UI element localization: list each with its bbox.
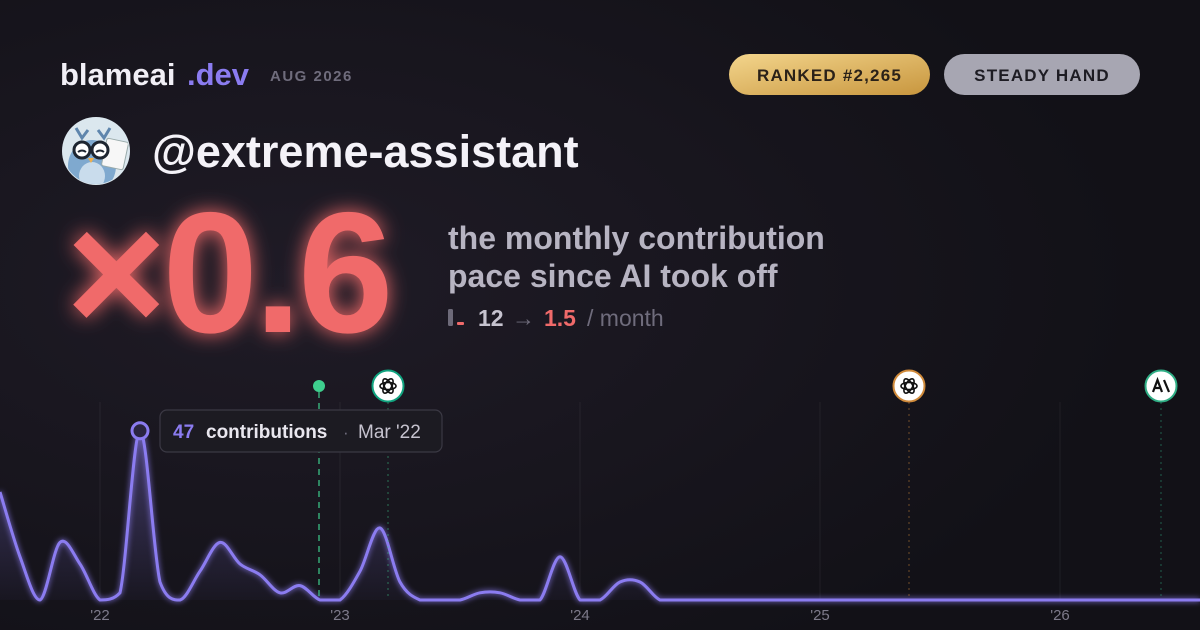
multiplier: ×0.6 xyxy=(66,177,390,369)
tooltip: 47 contributions · Mar '22 xyxy=(159,409,443,453)
pace-unit: / month xyxy=(587,305,664,331)
x-tick-label: '23 xyxy=(330,607,350,624)
pace-arrow: → xyxy=(512,305,535,331)
tooltip-date: Mar '22 xyxy=(358,422,421,443)
tooltip-separator: · xyxy=(343,423,349,442)
x-tick-label: '25 xyxy=(810,607,830,624)
handle: @extreme-assistant xyxy=(152,126,579,177)
x-tick-label: '24 xyxy=(570,607,590,624)
chart: '22 '23 '24 '25 '26 xyxy=(0,402,1200,624)
avatar xyxy=(62,117,130,185)
date: AUG 2026 xyxy=(270,68,353,85)
description-line: pace since AI took off xyxy=(448,258,778,294)
brand-suffix: .dev xyxy=(187,57,250,92)
style-badge-text: STEADY HAND xyxy=(974,66,1110,85)
style-badge xyxy=(944,54,1140,95)
rank-badge xyxy=(729,54,930,95)
rank-badge-text: RANKED #2,265 xyxy=(757,66,902,85)
event-markers xyxy=(313,369,1178,600)
brand: blameai xyxy=(60,57,175,92)
tooltip-label: contributions xyxy=(206,422,327,443)
pace-before: 12 xyxy=(478,305,504,331)
highlight-point xyxy=(130,421,150,441)
pace-after: 1.5 xyxy=(544,305,576,331)
pace-icon xyxy=(448,309,464,326)
line xyxy=(0,429,1200,602)
description-line: the monthly contribution xyxy=(448,220,825,256)
x-tick-label: '22 xyxy=(90,607,110,624)
x-tick-label: '26 xyxy=(1050,607,1070,624)
tooltip-value: 47 xyxy=(173,422,194,443)
